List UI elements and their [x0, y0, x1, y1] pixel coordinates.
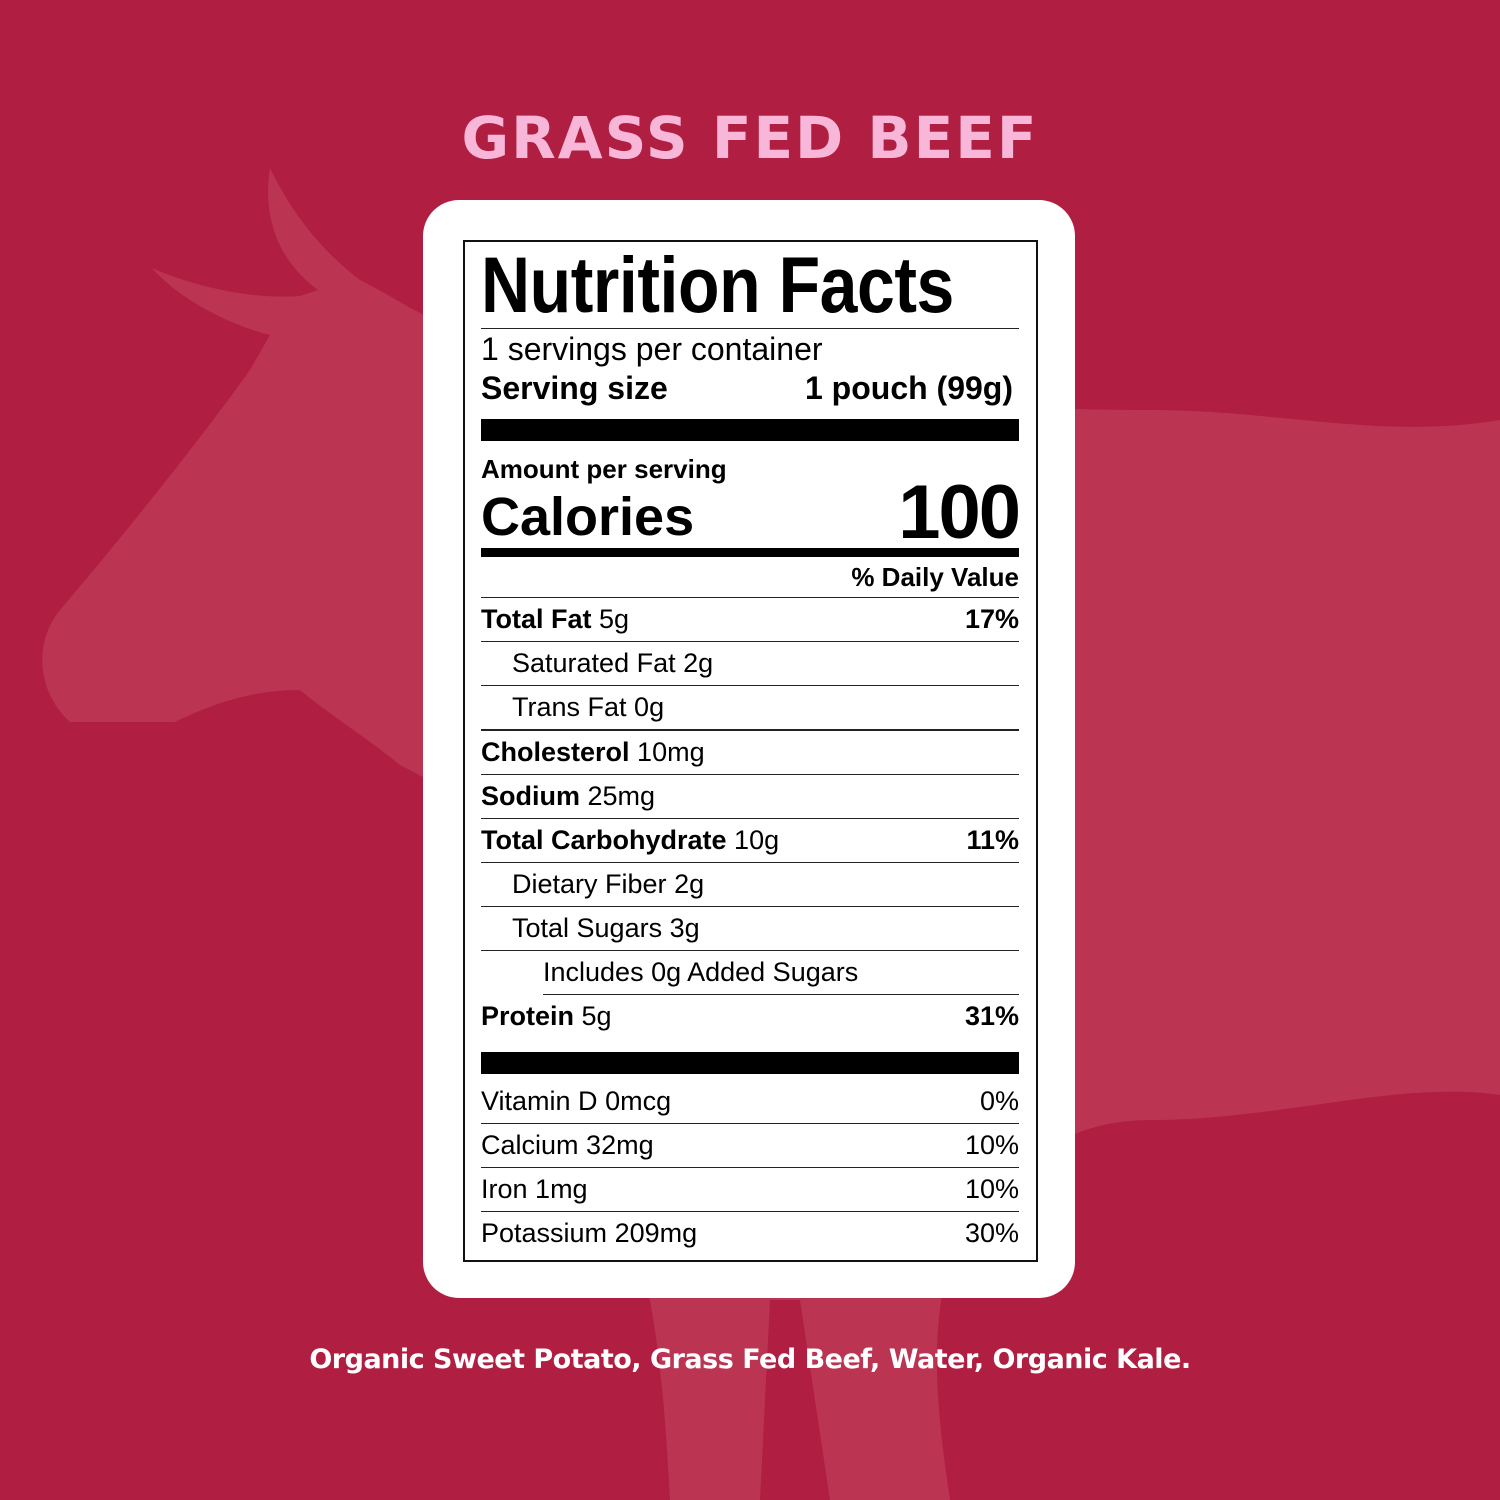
vitamin-daily-value: 10%	[964, 1130, 1019, 1160]
nutrient-label: Cholesterol 10mg	[481, 731, 705, 774]
nutrient-label: Total Carbohydrate 10g	[481, 819, 779, 862]
calories-label: Calories	[481, 487, 695, 547]
nutrition-facts-heading: Nutrition Facts	[481, 240, 954, 329]
vitamin-row: Potassium 209mg 30%	[481, 1212, 1019, 1255]
vitamin-label: Iron 1mg	[481, 1168, 588, 1211]
nutrient-amount: 10g	[734, 825, 780, 855]
vitamin-amount: 209mg	[614, 1218, 698, 1248]
daily-value-header: % Daily Value	[481, 557, 1019, 598]
nutrient-amount: 2g	[683, 648, 714, 678]
vitamin-name: Iron	[481, 1174, 528, 1204]
divider	[481, 328, 1019, 329]
nutrient-amount: 10mg	[637, 737, 705, 767]
nutrient-name: Sodium	[481, 781, 580, 811]
nutrient-label: Sodium 25mg	[481, 775, 655, 818]
nutrient-row: Protein 5g 31%	[481, 995, 1019, 1038]
vitamin-daily-value: 30%	[964, 1218, 1019, 1248]
thick-divider	[481, 1052, 1019, 1074]
nutrient-amount: 3g	[669, 913, 700, 943]
nutrient-label: Dietary Fiber 2g	[481, 863, 704, 906]
serving-size-label: Serving size	[481, 370, 668, 406]
nutrient-row: Includes 0g Added Sugars	[543, 951, 1019, 995]
nutrient-name: Includes 0g Added Sugars	[543, 957, 859, 987]
nutrient-amount: 25mg	[587, 781, 656, 811]
nutrient-row: Total Carbohydrate 10g 11%	[481, 819, 1019, 863]
calories-row: Calories 100	[481, 475, 1021, 551]
nutrient-row: Total Sugars 3g	[481, 907, 1019, 951]
nutrient-label: Total Sugars 3g	[481, 907, 700, 950]
nutrient-name: Total Sugars	[512, 913, 663, 943]
vitamin-daily-value: 0%	[979, 1086, 1019, 1116]
nutrient-row: Cholesterol 10mg	[481, 731, 1019, 775]
thick-divider	[481, 419, 1019, 441]
nutrient-daily-value: 17%	[964, 604, 1019, 634]
nutrient-label: Total Fat 5g	[481, 598, 629, 641]
vitamin-label: Vitamin D 0mcg	[481, 1080, 671, 1123]
vitamin-amount: 32mg	[586, 1130, 654, 1160]
nutrient-amount: 2g	[674, 869, 705, 899]
nutrient-row: Saturated Fat 2g	[481, 642, 1019, 686]
nutrient-name: Cholesterol	[481, 737, 630, 767]
nutrient-name: Trans Fat	[512, 692, 627, 722]
vitamin-amount: 1mg	[535, 1174, 588, 1204]
nutrient-name: Total Fat	[481, 604, 592, 634]
calories-value: 100	[898, 470, 1021, 555]
nutrient-name: Dietary Fiber	[512, 869, 667, 899]
nutrient-amount: 5g	[599, 604, 630, 634]
nutrition-facts-label: Nutrition Facts 1 servings per container…	[463, 240, 1038, 1262]
vitamin-name: Potassium	[481, 1218, 608, 1248]
vitamin-row: Calcium 32mg 10%	[481, 1124, 1019, 1168]
vitamin-daily-value: 10%	[964, 1174, 1019, 1204]
nutrient-daily-value: 31%	[964, 1001, 1019, 1031]
serving-size: Serving size 1 pouch (99g)	[481, 367, 1019, 413]
vitamin-name: Calcium	[481, 1130, 579, 1160]
vitamin-label: Potassium 209mg	[481, 1212, 697, 1255]
nutrient-name: Saturated Fat	[512, 648, 676, 678]
nutrient-name: Total Carbohydrate	[481, 825, 727, 855]
nutrient-row: Dietary Fiber 2g	[481, 863, 1019, 907]
nutrient-amount: 5g	[581, 1001, 612, 1031]
nutrient-row: Sodium 25mg	[481, 775, 1019, 819]
vitamin-label: Calcium 32mg	[481, 1124, 654, 1167]
nutrient-row: Total Fat 5g 17%	[481, 598, 1019, 642]
nutrient-name: Protein	[481, 1001, 575, 1031]
vitamin-name: Vitamin D	[481, 1086, 598, 1116]
vitamin-amount: 0mcg	[605, 1086, 672, 1116]
nutrient-label: Saturated Fat 2g	[481, 642, 713, 685]
serving-size-value: 1 pouch (99g)	[804, 370, 1013, 406]
ingredients-text: Organic Sweet Potato, Grass Fed Beef, Wa…	[309, 1344, 1191, 1375]
servings-per-container: 1 servings per container	[481, 331, 823, 367]
amount-per-serving: Amount per serving	[481, 454, 727, 484]
nutrient-label: Trans Fat 0g	[481, 686, 664, 729]
nutrient-daily-value: 11%	[966, 825, 1019, 855]
nutrition-card	[423, 200, 1075, 1298]
nutrient-row: Trans Fat 0g	[481, 686, 1019, 731]
product-title: GRASS FED BEEF	[461, 104, 1039, 172]
vitamin-row: Iron 1mg 10%	[481, 1168, 1019, 1212]
nutrient-label: Includes 0g Added Sugars	[543, 951, 858, 994]
nutrient-amount: 0g	[634, 692, 665, 722]
medium-divider	[481, 548, 1019, 557]
vitamin-row: Vitamin D 0mcg 0%	[481, 1080, 1019, 1124]
nutrient-label: Protein 5g	[481, 995, 612, 1038]
